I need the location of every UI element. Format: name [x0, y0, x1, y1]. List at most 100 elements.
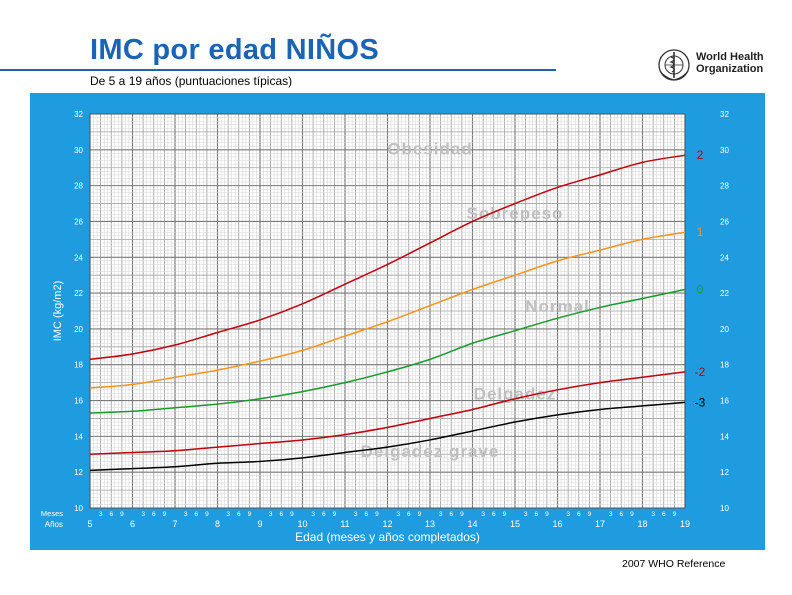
month-tick-label: 3: [311, 511, 315, 518]
month-tick-label: 6: [152, 511, 156, 518]
grid: [89, 113, 686, 509]
month-tick-label: 9: [630, 511, 634, 518]
title-underline: [0, 69, 556, 71]
month-tick-label: 9: [375, 511, 379, 518]
month-tick-label: 6: [279, 511, 283, 518]
month-tick-label: 6: [407, 511, 411, 518]
x-tick-label: 7: [172, 519, 177, 529]
y-tick-label: 22: [74, 289, 83, 298]
month-tick-label: 3: [609, 511, 613, 518]
y-tick-label-right: 26: [720, 217, 729, 226]
month-tick-label: 9: [460, 511, 464, 518]
who-logo-line2: Organization: [696, 63, 764, 75]
month-tick-label: 6: [534, 511, 538, 518]
month-tick-label: 9: [205, 511, 209, 518]
x-tick-label: 10: [297, 519, 307, 529]
who-logo: World Health Organization: [656, 47, 766, 83]
month-tick-label: 6: [449, 511, 453, 518]
y-axis-label: IMC (kg/m2): [52, 281, 64, 342]
x-tick-label: 16: [552, 519, 562, 529]
percentile-lines: 2 1 0 -2 -3: [89, 148, 706, 472]
month-tick-label: 9: [545, 511, 549, 518]
x-tick-label: 17: [595, 519, 605, 529]
series-line: [89, 401, 686, 472]
series-label: -2: [695, 365, 706, 379]
y-tick-label: 24: [74, 253, 83, 262]
y-tick-label-right: 32: [720, 110, 729, 119]
x-tick-label: 11: [340, 519, 349, 529]
month-tick-label: 3: [141, 511, 145, 518]
month-tick-label: 3: [269, 511, 273, 518]
years-row-label: Años: [45, 520, 63, 529]
month-tick-label: 3: [99, 511, 103, 518]
month-tick-label: 6: [577, 511, 581, 518]
series-label: 2: [697, 148, 704, 162]
x-tick-label: 9: [257, 519, 262, 529]
page-subtitle: De 5 a 19 años (puntuaciones típicas): [90, 74, 293, 88]
month-tick-label: 3: [226, 511, 230, 518]
y-tick-label: 20: [74, 325, 83, 334]
month-tick-label: 3: [481, 511, 485, 518]
series-line: [89, 231, 686, 389]
month-tick-label: 6: [619, 511, 623, 518]
y-tick-label-right: 10: [720, 504, 729, 513]
page-title: IMC por edad NIÑOS: [90, 34, 379, 66]
y-tick-label-right: 30: [720, 146, 729, 155]
month-tick-label: 3: [566, 511, 570, 518]
zone-label: Delgadez grave: [361, 442, 500, 461]
month-tick-label: 9: [333, 511, 337, 518]
who-logo-line1: World Health: [696, 51, 764, 63]
x-tick-label: 15: [510, 519, 520, 529]
y-tick-label: 12: [74, 468, 83, 477]
month-tick-label: 3: [396, 511, 400, 518]
month-tick-label: 3: [184, 511, 188, 518]
y-tick-label: 26: [74, 217, 83, 226]
month-tick-label: 3: [651, 511, 655, 518]
series-label: 0: [697, 283, 704, 297]
plot-frame: [89, 113, 686, 509]
month-tick-label: 6: [492, 511, 496, 518]
y-tick-label: 32: [74, 110, 83, 119]
month-tick-label: 3: [524, 511, 528, 518]
x-tick-label: 8: [215, 519, 220, 529]
footer-reference: 2007 WHO Reference: [622, 558, 726, 570]
month-tick-label: 6: [662, 511, 666, 518]
zone-label: Sobrepeso: [467, 204, 564, 223]
month-tick-label: 9: [120, 511, 124, 518]
y-tick-label: 16: [74, 397, 83, 406]
x-tick-label: 14: [467, 519, 477, 529]
x-tick-label: 19: [680, 519, 690, 529]
who-logo-text: World Health Organization: [696, 51, 764, 75]
month-tick-label: 3: [354, 511, 358, 518]
series-label: -3: [695, 395, 706, 409]
month-tick-label: 3: [439, 511, 443, 518]
y-tick-label-right: 14: [720, 432, 729, 441]
x-tick-label: 6: [130, 519, 135, 529]
month-tick-label: 9: [418, 511, 422, 518]
y-tick-label: 14: [74, 432, 83, 441]
y-tick-label-right: 16: [720, 397, 729, 406]
month-tick-label: 9: [588, 511, 592, 518]
series-line: [89, 154, 686, 361]
x-tick-label: 18: [637, 519, 647, 529]
y-tick-label-right: 12: [720, 468, 729, 477]
zone-label: Normal: [525, 297, 590, 316]
x-tick-label: 5: [87, 519, 92, 529]
y-tick-label-right: 28: [720, 182, 729, 191]
month-tick-label: 9: [503, 511, 507, 518]
y-tick-label-right: 20: [720, 325, 729, 334]
who-emblem-icon: [658, 49, 690, 81]
y-tick-label: 30: [74, 146, 83, 155]
month-tick-label: 6: [237, 511, 241, 518]
y-tick-label: 10: [74, 504, 83, 513]
y-tick-label-right: 24: [720, 253, 729, 262]
month-tick-label: 9: [673, 511, 677, 518]
y-tick-label: 18: [74, 361, 83, 370]
month-tick-label: 6: [364, 511, 368, 518]
months-row-label: Meses: [41, 509, 63, 518]
y-tick-label: 28: [74, 182, 83, 191]
y-tick-label-right: 22: [720, 289, 729, 298]
series-line: [89, 371, 686, 456]
